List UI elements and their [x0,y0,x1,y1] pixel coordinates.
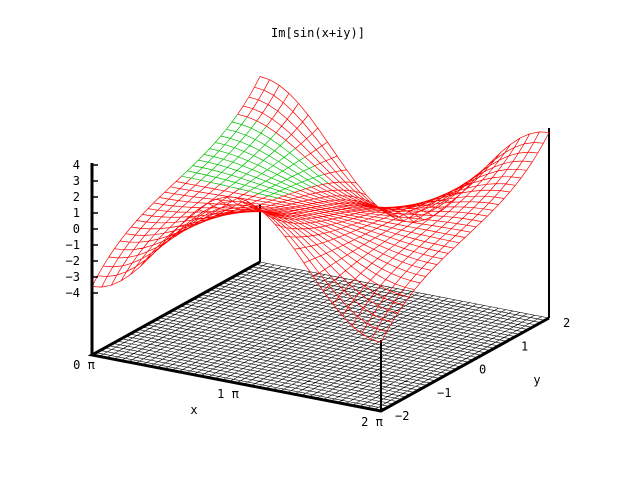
z-tick-label: 0 [73,222,80,236]
surface-front-lines [91,76,550,343]
tick-labels: 4 3 2 1 0 −1 −2 −3 −4 0 π 1 π 2 π −2 −1 0 1 2 [66,158,571,429]
z-tick-label: 4 [73,158,80,172]
z-tick-label: −4 [66,286,80,300]
x-tick-label: 2 π [361,415,383,429]
z-tick-label: −2 [66,254,80,268]
z-tick-label: 2 [73,190,80,204]
base-border [87,260,550,413]
y-tick-label: 2 [563,316,570,330]
y-tick-label: −2 [395,409,409,423]
surface-back-lines [181,114,329,199]
base-grid [91,261,550,412]
base-axes [87,128,550,413]
x-tick-label: 0 π [73,358,95,372]
z-tick-label: −3 [66,270,80,284]
y-tick-label: 0 [479,363,486,377]
surface-mesh [91,76,550,343]
y-axis-label: y [533,373,540,387]
z-axis [90,163,98,355]
x-axis-label: x [190,403,197,417]
z-tick-label: 1 [73,206,80,220]
y-tick-label: 1 [521,339,528,353]
y-tick-label: −1 [437,386,451,400]
z-tick-label: 3 [73,174,80,188]
chart-title: Im[sin(x+iy)] [271,26,365,40]
z-tick-label: −1 [66,238,80,252]
x-tick-label: 1 π [217,387,239,401]
base-grid-lines [91,261,550,412]
